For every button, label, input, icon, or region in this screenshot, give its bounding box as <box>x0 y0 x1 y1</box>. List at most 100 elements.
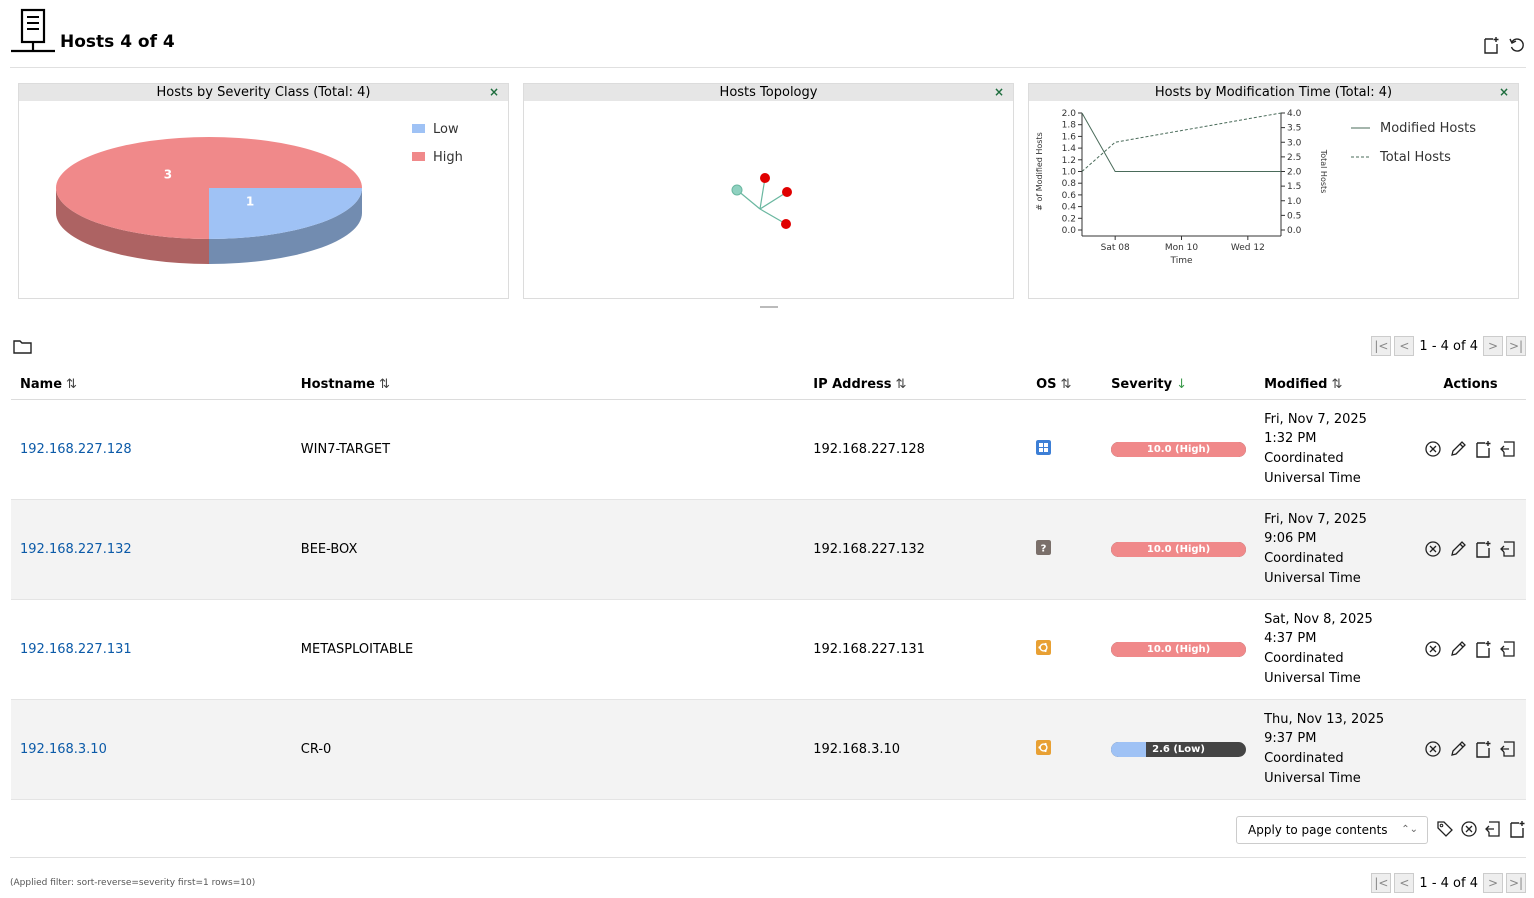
table-row: 192.168.227.132 BEE-BOX 192.168.227.132? 10… <box>11 499 1526 600</box>
delete-icon[interactable] <box>1424 540 1442 558</box>
os-cell <box>1027 599 1103 700</box>
modtime-chart-title: Hosts by Modification Time (Total: 4) <box>1154 85 1393 100</box>
chevron-updown-icon: ⌃⌄ <box>1401 824 1418 835</box>
edit-icon[interactable] <box>1449 740 1467 758</box>
pie-slice-value-label: 1 <box>246 195 254 209</box>
previous-page-button[interactable]: < <box>1394 873 1415 893</box>
column-header-ip[interactable]: IP Address ⇅ <box>804 371 1028 400</box>
create-target-icon[interactable] <box>1474 740 1492 758</box>
host-link[interactable]: 192.168.3.10 <box>20 741 107 757</box>
sort-icon: ⇅ <box>895 377 907 393</box>
x-tick-label: Mon 10 <box>1165 243 1199 253</box>
severity-bar-fill <box>1111 641 1247 657</box>
severity-bar-text: 2.6 (Low) <box>1152 743 1205 755</box>
pie-slice-low[interactable] <box>209 188 362 239</box>
actions-cell <box>1415 599 1526 700</box>
host-icon <box>11 8 55 53</box>
edit-icon[interactable] <box>1449 540 1467 558</box>
modified-line: 9:06 PM <box>1264 531 1317 547</box>
y-tick-label: 0.4 <box>1062 203 1077 213</box>
modified-line: Universal Time <box>1264 670 1361 686</box>
column-header-name[interactable]: Name ⇅ <box>11 371 292 400</box>
topology-node-host[interactable] <box>782 187 792 197</box>
host-link[interactable]: 192.168.227.132 <box>20 541 132 557</box>
dashboard-resize-handle[interactable] <box>760 306 778 308</box>
topology-node-host[interactable] <box>760 173 770 183</box>
new-host-icon[interactable] <box>1482 36 1500 54</box>
first-page-button[interactable]: |< <box>1371 873 1392 893</box>
next-page-button[interactable]: > <box>1483 336 1503 356</box>
os-cell <box>1027 399 1103 500</box>
y-tick-label: 1.8 <box>1062 121 1077 131</box>
severity-bar: 10.0 (High) <box>1111 641 1247 657</box>
pie-slice-high[interactable] <box>56 137 362 239</box>
delete-icon[interactable] <box>1460 820 1478 838</box>
page-header: Hosts 4 of 4 <box>10 8 1526 68</box>
delete-icon[interactable] <box>1424 440 1442 458</box>
legend-swatch-high <box>412 152 425 161</box>
delete-icon[interactable] <box>1424 640 1442 658</box>
ip-cell: 192.168.3.10 <box>804 699 1028 800</box>
new-target-icon[interactable] <box>1508 820 1526 838</box>
host-link[interactable]: 192.168.227.131 <box>20 641 132 657</box>
export-icon[interactable] <box>1499 740 1517 758</box>
column-header-hostname[interactable]: Hostname ⇅ <box>291 371 805 400</box>
close-icon[interactable]: × <box>1498 85 1509 99</box>
topology-link <box>759 208 787 225</box>
ip-cell: 192.168.227.132 <box>804 499 1028 600</box>
edit-icon[interactable] <box>1449 640 1467 658</box>
pager-bottom: |< < 1 - 4 of 4 > >| <box>1371 873 1526 893</box>
hosts-table: Name ⇅ Hostname ⇅ IP Address ⇅ OS ⇅ Severity… <box>11 371 1526 800</box>
y2-tick-label: 3.0 <box>1287 138 1302 148</box>
export-icon[interactable] <box>1499 440 1517 458</box>
delete-icon[interactable] <box>1424 740 1442 758</box>
severity-bar-text: 10.0 (High) <box>1146 543 1211 555</box>
legend-label-total-hosts: Total Hosts <box>1379 150 1451 165</box>
bulk-scope-select[interactable]: Apply to page contents ⌃⌄ <box>1236 816 1428 844</box>
export-icon[interactable] <box>1484 820 1502 838</box>
host-name-cell: 192.168.227.128 <box>11 399 292 500</box>
modified-line: Coordinated <box>1264 751 1344 766</box>
tag-icon[interactable] <box>1436 820 1454 838</box>
close-icon[interactable]: × <box>488 85 499 99</box>
modified-cell: Sat, Nov 8, 2025 4:37 PM Coordinated Univer… <box>1255 599 1415 700</box>
modified-cell: Fri, Nov 7, 2025 9:06 PM Coordinated Univer… <box>1255 499 1415 600</box>
os-cell: ? <box>1027 499 1103 600</box>
actions-cell <box>1415 499 1526 600</box>
create-target-icon[interactable] <box>1474 440 1492 458</box>
last-page-button[interactable]: >| <box>1506 336 1526 356</box>
reload-icon[interactable] <box>1508 36 1526 54</box>
table-header-row: Name ⇅ Hostname ⇅ IP Address ⇅ OS ⇅ Severity… <box>11 371 1526 400</box>
sort-icon: ⇅ <box>1060 377 1072 393</box>
host-link[interactable]: 192.168.227.128 <box>20 441 132 457</box>
table-row: 192.168.227.128 WIN7-TARGET 192.168.227.12… <box>11 399 1526 500</box>
edit-icon[interactable] <box>1449 440 1467 458</box>
close-icon[interactable]: × <box>993 85 1004 99</box>
export-icon[interactable] <box>1499 540 1517 558</box>
y2-tick-label: 2.5 <box>1287 153 1301 163</box>
legend-label-low: Low <box>433 122 459 137</box>
column-header-os[interactable]: OS ⇅ <box>1027 371 1103 400</box>
folder-icon[interactable] <box>13 338 33 356</box>
svg-text:?: ? <box>1041 543 1047 554</box>
export-icon[interactable] <box>1499 640 1517 658</box>
create-target-icon[interactable] <box>1474 640 1492 658</box>
modtime-chart-panel: Hosts by Modification Time (Total: 4) × … <box>1028 83 1519 299</box>
last-page-button[interactable]: >| <box>1506 873 1526 893</box>
unknown-os-icon: ? <box>1036 539 1052 555</box>
column-header-severity[interactable]: Severity ↓ <box>1102 371 1256 400</box>
create-target-icon[interactable] <box>1474 540 1492 558</box>
legend-label-high: High <box>433 150 463 165</box>
sort-icon: ⇅ <box>66 377 77 393</box>
topology-node-host[interactable] <box>781 219 791 229</box>
topology-node-scanner[interactable] <box>731 184 743 196</box>
windows-os-icon <box>1036 439 1052 455</box>
y2-tick-label: 3.5 <box>1287 124 1301 134</box>
pager-top: |< < 1 - 4 of 4 > >| <box>1371 336 1526 356</box>
y-tick-label: 1.6 <box>1062 132 1077 142</box>
next-page-button[interactable]: > <box>1483 873 1503 893</box>
column-header-modified[interactable]: Modified ⇅ <box>1255 371 1415 400</box>
chart-axes: 0.00.20.40.60.81.01.21.41.61.82.00.00.51… <box>1035 109 1328 266</box>
first-page-button[interactable]: |< <box>1371 336 1392 356</box>
previous-page-button[interactable]: < <box>1394 336 1415 356</box>
